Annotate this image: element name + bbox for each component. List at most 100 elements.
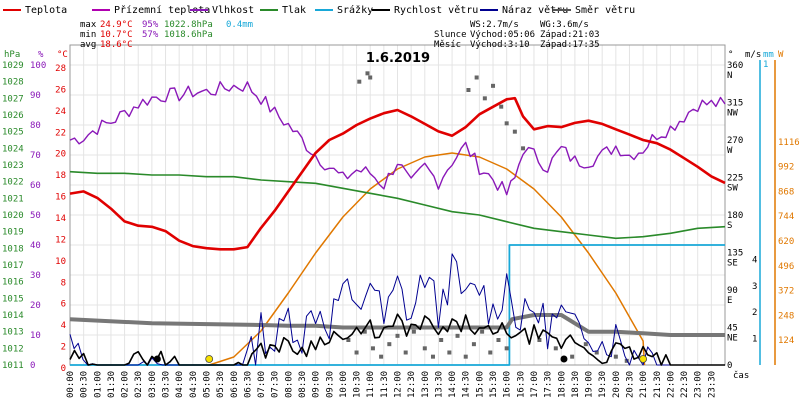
- axis-time-tick: 10:00: [339, 371, 349, 398]
- stat-wind-speed: WS:2.7m/s: [470, 20, 519, 30]
- wind-direction-point: [403, 350, 408, 355]
- axis-time-tick: 00:30: [80, 371, 90, 398]
- axis-deg-tick: 135: [727, 249, 743, 259]
- legend-label: Náraz větru: [502, 4, 568, 16]
- axis-dir-tick: NE: [727, 334, 738, 344]
- stat-max-label: max: [80, 20, 97, 30]
- axis-celsius-unit: °C: [57, 50, 68, 60]
- wind-direction-point: [411, 329, 416, 334]
- axis-deg-tick: 45: [727, 324, 738, 334]
- axis-deg-tick: 270: [727, 136, 743, 146]
- axis-wm2-tick: 124: [778, 336, 794, 346]
- axis-dir-tick: N: [727, 71, 732, 81]
- axis-hpa-tick: 1027: [2, 94, 24, 104]
- axis-time-tick: 13:30: [434, 371, 444, 398]
- axis-time-tick: 07:00: [257, 371, 267, 398]
- axis-celsius-tick: 0: [61, 364, 66, 374]
- chart-series: [69, 71, 726, 366]
- axis-time-tick: 15:30: [489, 371, 499, 398]
- axis-time-tick: 03:00: [148, 371, 158, 398]
- axis-hpa-tick: 1026: [2, 111, 24, 121]
- axis-celsius-tick: 28: [55, 64, 66, 74]
- axis-pct-tick: 80: [30, 121, 41, 131]
- axis-time-tick: 06:30: [243, 371, 253, 398]
- wind-direction-point: [379, 354, 384, 359]
- stat-wind-gust: WG:3.6m/s: [540, 20, 589, 30]
- axis-deg-tick: 180: [727, 211, 743, 221]
- axis-celsius-tick: 16: [55, 193, 66, 203]
- sunset: Západ:21:03: [540, 30, 600, 40]
- axis-time-tick: 04:30: [189, 371, 199, 398]
- moon-marker: [560, 355, 568, 363]
- axis-deg-tick: 90: [727, 286, 738, 296]
- axis-hpa-tick: 1029: [2, 61, 24, 71]
- axis-time-tick: 12:30: [407, 371, 417, 398]
- wind-direction-point: [455, 333, 460, 338]
- axis-pct-tick: 70: [30, 151, 41, 161]
- axis-time-tick: 16:30: [516, 371, 526, 398]
- axis-wm2-unit: W: [778, 50, 784, 60]
- legend-label: Vlhkost: [212, 5, 254, 16]
- axis-ms-tick: 2: [752, 308, 757, 318]
- axis-celsius-tick: 8: [61, 278, 66, 288]
- axis-time-tick: 00:00: [66, 371, 76, 398]
- axis-wm2-tick: 1116: [778, 138, 800, 148]
- wind-direction-point: [357, 79, 362, 84]
- axis-dir-tick: NW: [727, 109, 738, 119]
- axis-pct-tick: 50: [30, 211, 41, 221]
- axis-time-tick: 23:00: [694, 371, 704, 398]
- axis-hpa-tick: 1019: [2, 228, 24, 238]
- wind-direction-point: [488, 350, 493, 355]
- wind-direction-point: [395, 333, 400, 338]
- wind-direction-point: [439, 338, 444, 342]
- axis-time-tick: 12:00: [394, 371, 404, 398]
- axis-pct-tick: 30: [30, 271, 41, 281]
- axis-time-tick: 20:30: [625, 371, 635, 398]
- wind-direction-point: [553, 346, 558, 351]
- axis-celsius-tick: 2: [61, 343, 66, 353]
- axis-time-tick: 16:00: [503, 371, 513, 398]
- wind-direction-point: [368, 75, 373, 80]
- chart-axes: hPa1029102810271026102510241023102210211…: [2, 50, 800, 398]
- axis-mm-tick: 1: [763, 60, 768, 70]
- axis-time-tick: 20:00: [612, 371, 622, 398]
- axis-time-tick: 11:30: [380, 371, 390, 398]
- wind-direction-point: [447, 350, 452, 355]
- axis-time-tick: 08:00: [284, 371, 294, 398]
- wind-direction-point: [430, 354, 435, 359]
- axis-time-tick: 11:00: [366, 371, 376, 398]
- stat-min-humidity: 57%: [142, 30, 159, 40]
- axis-dir-tick: E: [727, 296, 732, 306]
- axis-wm2-tick: 248: [778, 311, 794, 321]
- axis-hpa-tick: 1028: [2, 78, 24, 88]
- axis-pct-tick: 10: [30, 331, 41, 341]
- wind-direction-point: [504, 346, 509, 351]
- axis-time-tick: 17:00: [530, 371, 540, 398]
- series-humidity: [69, 81, 726, 196]
- axis-dir-tick: S: [727, 221, 732, 231]
- axis-wm2-tick: 372: [778, 287, 794, 297]
- axis-hpa-tick: 1014: [2, 311, 24, 321]
- axis-hpa-unit: hPa: [4, 50, 20, 60]
- wind-direction-point: [521, 146, 526, 151]
- axis-time-tick: 14:30: [462, 371, 472, 398]
- axis-hpa-tick: 1024: [2, 144, 24, 154]
- series-wind-speed: [69, 313, 725, 366]
- axis-wm2-tick: 620: [778, 237, 794, 247]
- wind-direction-point: [354, 350, 359, 355]
- wind-direction-point: [570, 354, 575, 359]
- sun-label: Slunce: [434, 30, 467, 40]
- axis-time-tick: 15:00: [475, 371, 485, 398]
- axis-celsius-tick: 14: [55, 214, 66, 224]
- chart-stats: max 24.9°C 95% 1022.8hPa 0.4mm min 10.7°C 57% 10…: [80, 20, 600, 50]
- axis-deg-tick: 360: [727, 61, 743, 71]
- stat-min-pressure: 1018.6hPa: [164, 30, 213, 40]
- wind-direction-point: [594, 350, 599, 355]
- axis-hpa-tick: 1013: [2, 328, 24, 338]
- axis-celsius-tick: 20: [55, 150, 66, 160]
- axis-pct-tick: 60: [30, 181, 41, 191]
- axis-time-tick: 21:30: [653, 371, 663, 398]
- axis-pct-tick: 40: [30, 241, 41, 251]
- moonset: Západ:17:35: [540, 40, 600, 50]
- axis-hpa-tick: 1023: [2, 161, 24, 171]
